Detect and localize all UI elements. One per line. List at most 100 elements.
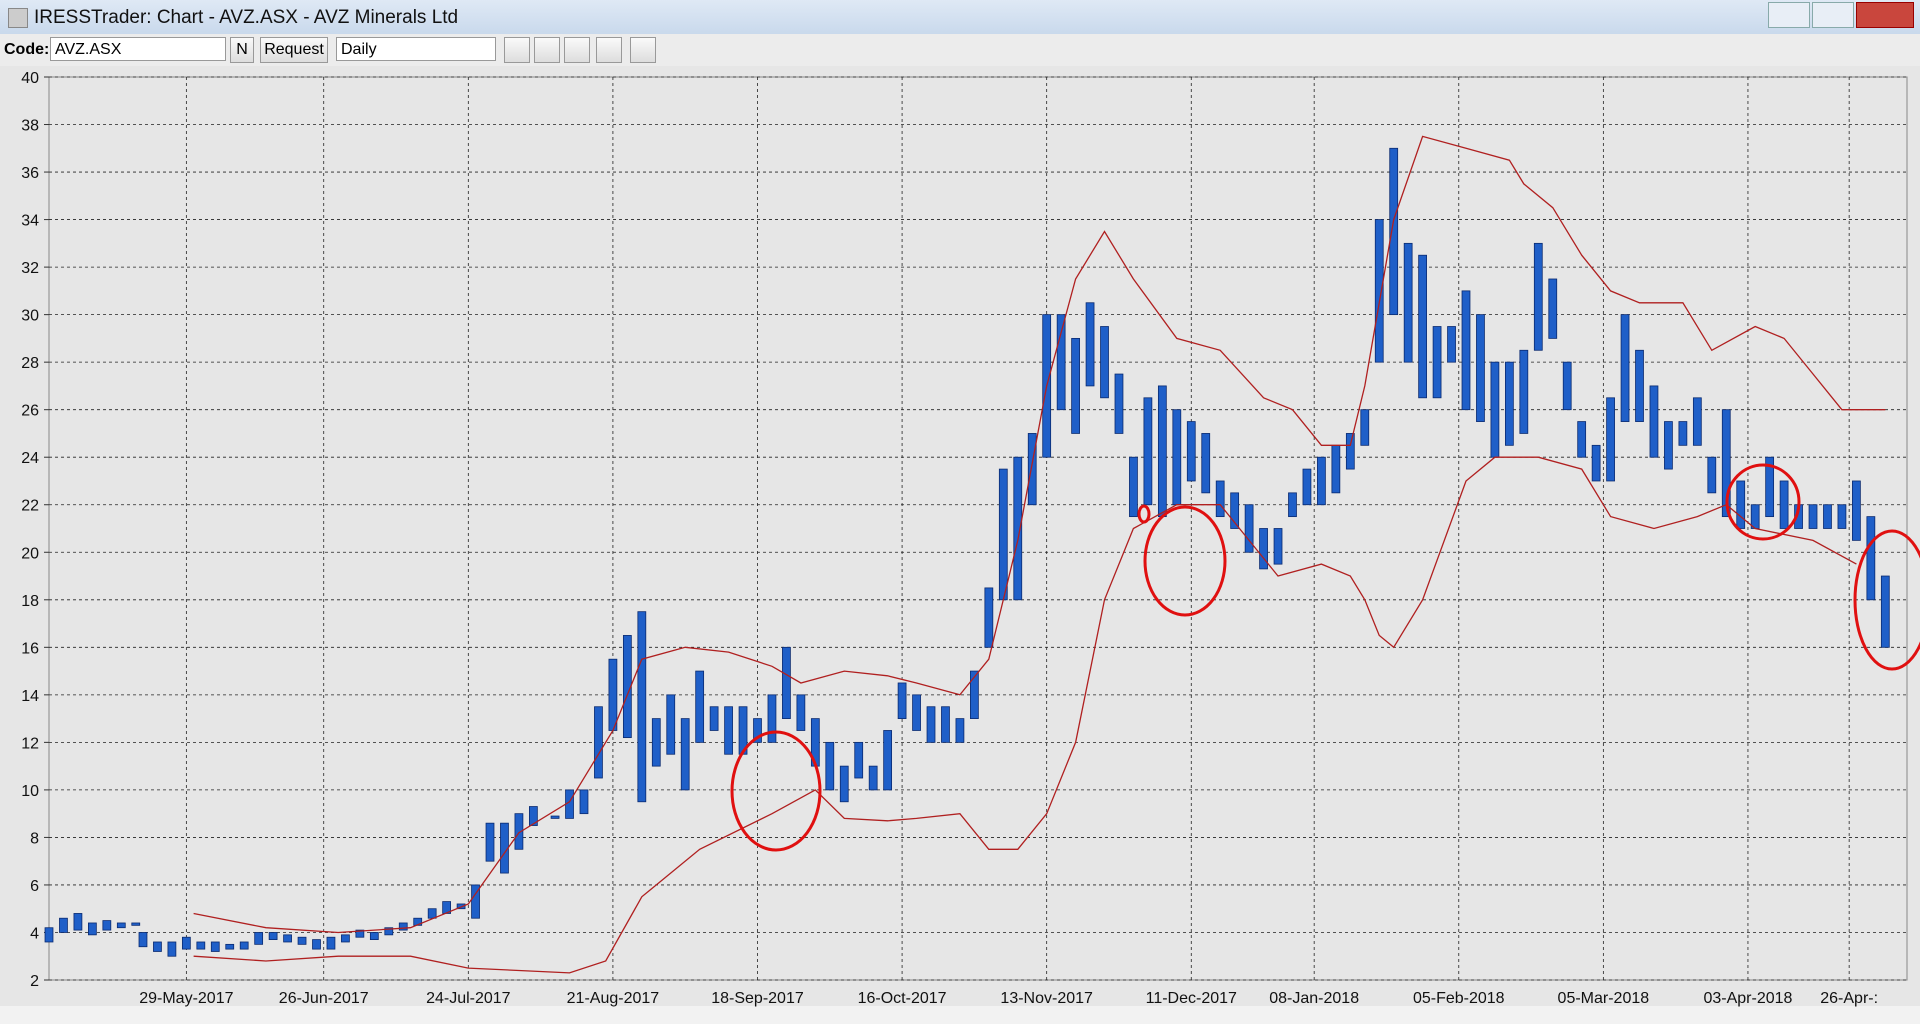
period-select[interactable]: Daily <box>336 37 496 61</box>
price-bar <box>1591 444 1601 482</box>
price-bar <box>1721 409 1731 518</box>
x-tick-label: 16-Oct-2017 <box>858 990 947 1007</box>
price-bar <box>1635 349 1644 422</box>
price-bar <box>1692 397 1702 446</box>
price-bar <box>1027 433 1037 506</box>
price-bar <box>897 682 907 720</box>
price-bar <box>839 765 849 803</box>
price-bar <box>1504 361 1514 446</box>
status-strip <box>0 1006 1920 1024</box>
x-tick-label: 11-Dec-2017 <box>1146 990 1237 1007</box>
price-bar <box>854 741 864 779</box>
price-bar <box>1519 349 1529 434</box>
x-tick-label: 13-Nov-2017 <box>1000 990 1093 1007</box>
price-bar <box>1447 326 1456 363</box>
price-bar <box>883 730 893 791</box>
price-bar <box>427 908 437 919</box>
price-bar <box>73 913 83 931</box>
chart: 24681012141618202224262830323436384029-M… <box>0 66 1920 1024</box>
y-tick-label: 16 <box>21 640 39 657</box>
annotation-circle <box>1137 504 1151 524</box>
price-bar <box>1114 373 1124 434</box>
annotation-circle <box>1143 505 1227 617</box>
price-bar <box>1186 421 1196 482</box>
chart-tool-button[interactable] <box>504 37 530 63</box>
y-tick-label: 18 <box>21 593 39 610</box>
price-bar <box>1765 456 1775 518</box>
y-tick-label: 14 <box>21 688 39 705</box>
price-bar <box>1750 504 1760 529</box>
maximize-button[interactable] <box>1812 2 1854 28</box>
price-bar <box>138 932 148 948</box>
price-bar <box>1880 575 1890 648</box>
y-tick-label: 36 <box>21 165 39 182</box>
price-bar <box>1808 504 1818 529</box>
annotation-circle <box>1853 529 1920 671</box>
price-bar <box>1288 492 1297 518</box>
x-tick-label: 29-May-2017 <box>139 990 233 1007</box>
price-bar <box>116 922 126 929</box>
price-bar <box>1577 421 1587 458</box>
price-bar <box>529 806 538 826</box>
x-tick-label: 08-Jan-2018 <box>1269 990 1359 1007</box>
code-input[interactable]: AVZ.ASX <box>50 37 226 61</box>
price-bar <box>369 932 379 941</box>
price-bar <box>1707 456 1717 494</box>
price-bar <box>210 941 220 952</box>
bollinger-band <box>193 135 1886 934</box>
annotation-circle <box>730 730 822 852</box>
app-icon <box>8 8 28 28</box>
price-bar <box>1736 480 1746 529</box>
price-bar <box>1562 361 1572 411</box>
annotation-circle <box>1725 463 1801 541</box>
title-bar: IRESSTrader: Chart - AVZ.ASX - AVZ Miner… <box>0 0 1920 34</box>
x-tick-label: 26-Apr-: <box>1820 990 1878 1007</box>
x-tick-label: 26-Jun-2017 <box>279 990 369 1007</box>
y-tick-label: 12 <box>21 735 39 752</box>
price-bar <box>1215 480 1225 518</box>
y-tick-label: 24 <box>21 450 39 467</box>
price-bar <box>912 694 921 731</box>
price-bar <box>1533 242 1543 351</box>
price-bar <box>1100 326 1109 399</box>
price-bar <box>984 587 994 648</box>
y-tick-label: 26 <box>21 403 39 420</box>
tools-button[interactable] <box>630 37 656 63</box>
x-tick-label: 18-Sep-2017 <box>711 990 804 1007</box>
y-tick-label: 8 <box>30 830 39 847</box>
color-button[interactable] <box>564 37 590 63</box>
close-button[interactable] <box>1856 2 1914 28</box>
request-button[interactable]: Request <box>260 37 328 63</box>
price-bar <box>1331 444 1341 494</box>
bollinger-band <box>193 456 1857 974</box>
page-button[interactable] <box>534 37 560 63</box>
price-bar <box>926 706 936 743</box>
price-bar <box>695 670 705 743</box>
price-bar <box>1490 361 1500 458</box>
price-bar <box>297 936 307 945</box>
price-bar <box>167 941 177 957</box>
price-bar <box>1259 528 1268 570</box>
price-bar <box>1852 480 1861 541</box>
price-bar <box>1620 314 1630 422</box>
x-tick-label: 21-Aug-2017 <box>567 990 660 1007</box>
price-bar <box>1071 337 1080 434</box>
zoom-button[interactable] <box>596 37 622 63</box>
code-label: Code: <box>4 41 50 58</box>
price-bar <box>1143 397 1153 506</box>
x-tick-label: 05-Feb-2018 <box>1413 990 1505 1007</box>
price-bar <box>1230 492 1240 529</box>
price-bar <box>680 718 690 791</box>
price-bar <box>1172 409 1182 506</box>
plot-frame <box>48 76 1908 981</box>
y-tick-label: 20 <box>21 545 39 562</box>
price-bar <box>131 922 141 926</box>
price-bar <box>1837 504 1847 529</box>
price-bar <box>196 941 206 950</box>
price-bar <box>44 927 54 943</box>
price-bar <box>485 822 495 862</box>
price-bar <box>1013 456 1023 601</box>
minimize-button[interactable] <box>1768 2 1810 28</box>
n-button[interactable]: N <box>230 37 254 63</box>
y-tick-label: 22 <box>21 498 39 515</box>
